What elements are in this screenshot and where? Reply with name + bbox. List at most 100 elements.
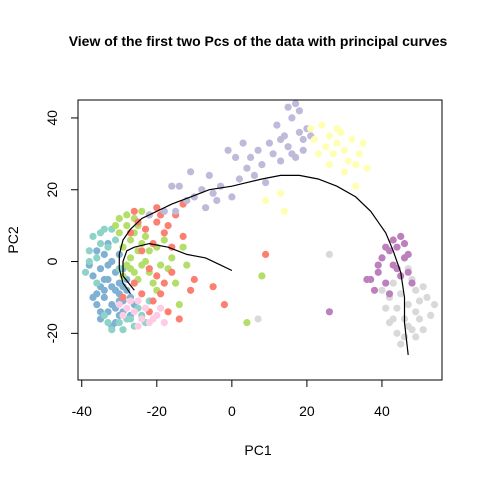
data-point-lavender (228, 193, 236, 201)
data-point-grey (385, 319, 394, 327)
data-point-teal (81, 268, 90, 276)
data-point-purple (400, 240, 409, 248)
data-point-teal (104, 319, 112, 327)
data-point-yellow (352, 161, 360, 169)
data-point-salmon (160, 279, 168, 287)
data-point-lime (179, 243, 187, 251)
data-point-pink (115, 301, 123, 309)
data-point-lime (141, 232, 150, 240)
data-point-pink (160, 319, 168, 327)
data-point-lime (149, 279, 157, 287)
data-point-teal (85, 247, 93, 255)
data-point-teal (93, 279, 101, 287)
y-axis: -20 0 20 40 (44, 110, 79, 343)
data-point-salmon (153, 204, 161, 212)
data-point-salmon (209, 283, 217, 291)
data-point-lavender (250, 171, 258, 179)
data-point-yellow (325, 132, 333, 140)
data-point-lavender (299, 146, 307, 154)
data-point-grey (419, 326, 427, 334)
data-point-teal (85, 257, 93, 266)
data-point-salmon (179, 232, 187, 240)
data-point-teal (104, 243, 112, 251)
data-point-grey (412, 308, 420, 316)
data-point-salmon (149, 240, 157, 248)
data-point-grey (412, 333, 420, 341)
data-point-salmon (149, 297, 157, 305)
data-point-lavender (288, 114, 296, 122)
data-point-yellow (322, 143, 330, 151)
data-point-lime (126, 254, 135, 262)
y-tick-label: 0 (44, 257, 60, 265)
data-point-grey (419, 283, 427, 291)
data-point-teal (96, 229, 105, 237)
data-point-salmon (141, 225, 150, 233)
data-point-purple (389, 236, 397, 244)
data-point-yellow (262, 196, 270, 205)
data-point-blue (100, 293, 108, 301)
data-point-yellow (277, 189, 285, 197)
data-point-teal (115, 319, 123, 327)
data-point-lavender (239, 139, 247, 147)
data-point-lavender (224, 146, 232, 154)
data-point-salmon (262, 250, 270, 258)
data-point-salmon (164, 308, 172, 316)
data-point-teal (96, 240, 105, 248)
data-point-blue (96, 265, 105, 273)
data-point-lavender (258, 161, 266, 169)
data-point-salmon (119, 293, 127, 301)
data-point-grey (397, 290, 405, 298)
data-point-yellow (333, 139, 341, 147)
data-point-lavender (232, 153, 240, 161)
data-point-yellow (310, 135, 318, 144)
data-point-lavender (262, 179, 270, 187)
data-point-lavender (254, 146, 262, 154)
data-point-lavender (172, 207, 180, 215)
data-point-yellow (344, 157, 352, 165)
data-point-lavender (288, 150, 296, 158)
data-point-purple (382, 279, 390, 287)
data-point-salmon (175, 315, 183, 323)
data-point-lime (258, 272, 266, 280)
x-tick-label: -20 (147, 403, 167, 419)
data-point-grey (393, 304, 401, 312)
y-tick-label: -20 (44, 323, 60, 343)
data-point-grey (389, 279, 397, 287)
x-axis: -40 -20 0 20 40 (72, 379, 390, 419)
data-point-yellow (359, 139, 367, 147)
data-point-lime (175, 301, 183, 309)
data-point-teal (108, 326, 116, 334)
data-point-salmon (164, 222, 172, 230)
data-point-pink (134, 297, 142, 305)
chart-title: View of the first two Pcs of the data wi… (69, 33, 448, 49)
data-point-lime (183, 261, 191, 269)
data-point-blue (100, 250, 108, 258)
data-point-purple (397, 232, 405, 240)
data-point-lime (160, 236, 168, 244)
data-point-grey (427, 311, 435, 319)
data-point-blue (104, 261, 112, 269)
data-point-salmon (160, 229, 168, 237)
data-point-salmon (190, 275, 198, 284)
data-point-blue (93, 301, 101, 309)
y-axis-label: PC2 (5, 226, 21, 253)
data-point-pink (134, 322, 142, 330)
data-point-lavender (168, 182, 176, 190)
points-layer (81, 100, 439, 348)
data-point-pink (138, 315, 146, 323)
data-point-grey (393, 329, 401, 337)
data-point-lime (243, 319, 251, 327)
data-point-blue (93, 247, 101, 255)
data-point-purple (374, 261, 382, 269)
data-point-salmon (138, 290, 146, 298)
data-point-lavender (277, 157, 285, 165)
data-point-lavender (209, 189, 217, 197)
data-point-lavender (284, 143, 292, 151)
data-point-grey (408, 326, 416, 334)
data-point-yellow (340, 168, 348, 176)
x-tick-label: -40 (72, 403, 92, 419)
data-point-salmon (220, 301, 228, 309)
data-point-pink (157, 304, 165, 312)
data-point-purple (325, 308, 333, 316)
